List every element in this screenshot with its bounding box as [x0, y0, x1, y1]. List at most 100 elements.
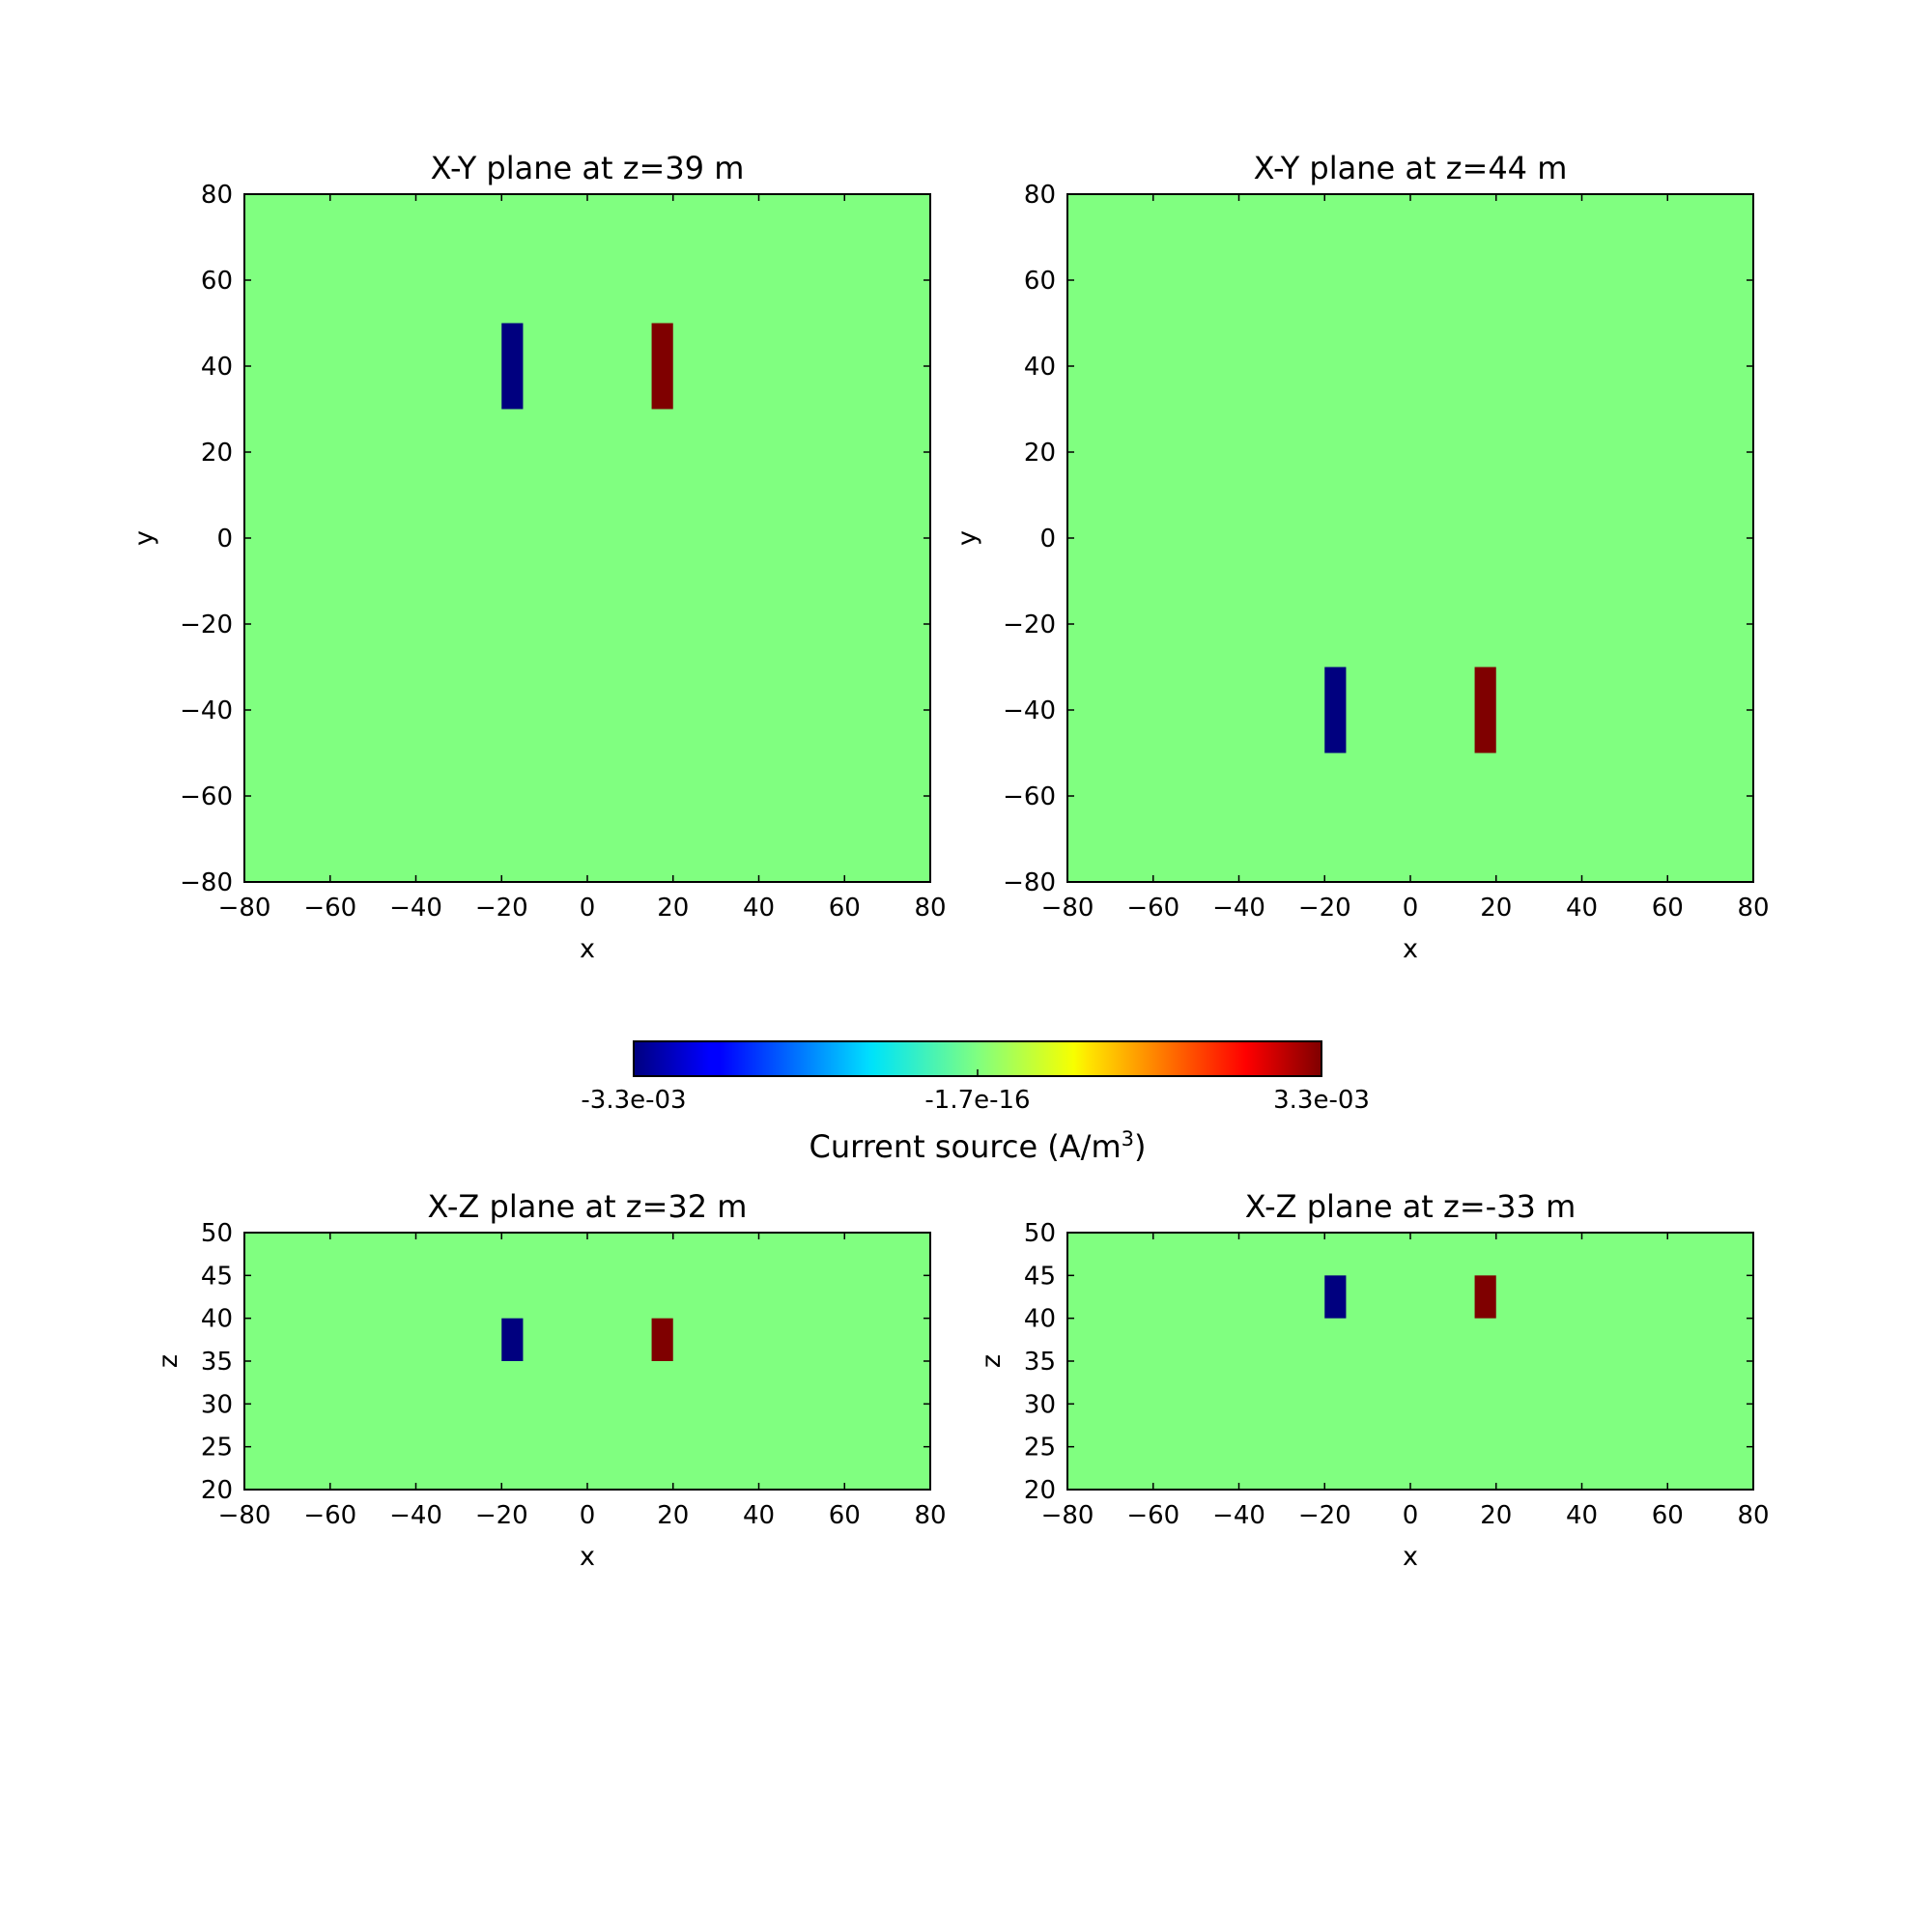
y-tick-label: 20	[201, 439, 233, 468]
x-tick-label: −60	[1126, 1501, 1179, 1530]
y-axis-label: z	[154, 1354, 184, 1368]
x-tick-label: −60	[303, 1501, 356, 1530]
y-tick-label: 45	[201, 1262, 233, 1291]
y-tick-label: 30	[1024, 1390, 1056, 1419]
x-tick-label: −80	[1041, 894, 1094, 923]
x-tick-label: 60	[1652, 1501, 1684, 1530]
x-tick-label: −60	[1126, 894, 1179, 923]
x-tick-label: −20	[475, 894, 528, 923]
y-tick-label: 80	[201, 181, 233, 210]
heatmap-panel: −80 −60 −40 −20 0 20 40 60 80 −80 −60 −40 −20 0 20 40 60…	[952, 150, 1770, 964]
colorbar-tick-label: -3.3e-03	[581, 1086, 686, 1115]
panel-title: X-Z plane at z=-33 m	[1245, 1188, 1576, 1225]
heatmap-panel: −80 −60 −40 −20 0 20 40 60 80 20 25 30 35 40 45 50 X-Z p…	[977, 1188, 1770, 1572]
colorbar: -3.3e-03 -1.7e-16 3.3e-03 Current source…	[581, 1040, 1370, 1165]
y-tick-label: 40	[1024, 1305, 1056, 1334]
x-tick-label: 20	[657, 1501, 689, 1530]
y-tick-label: 25	[201, 1434, 233, 1463]
heatmap-background	[1067, 1233, 1753, 1490]
heatmap-background	[244, 194, 930, 882]
x-tick-label: 80	[1737, 894, 1769, 923]
y-tick-label: −80	[1003, 868, 1056, 897]
x-tick-label: −40	[1212, 1501, 1265, 1530]
positive-source-block	[651, 323, 673, 410]
x-tick-label: 80	[914, 894, 946, 923]
y-tick-label: 35	[201, 1348, 233, 1377]
y-tick-label: 25	[1024, 1434, 1056, 1463]
y-tick-label: 45	[1024, 1262, 1056, 1291]
y-tick-label: 20	[1024, 1476, 1056, 1505]
y-tick-label: 50	[1024, 1219, 1056, 1248]
y-tick-label: 30	[201, 1390, 233, 1419]
x-tick-label: −40	[1212, 894, 1265, 923]
y-tick-label: 40	[1024, 353, 1056, 382]
positive-source-block	[651, 1318, 673, 1361]
y-tick-label: 0	[216, 525, 233, 554]
x-tick-label: −40	[389, 894, 442, 923]
y-tick-label: −40	[1003, 696, 1056, 725]
x-tick-label: 40	[743, 1501, 775, 1530]
x-tick-label: −80	[1041, 1501, 1094, 1530]
x-tick-label: 60	[829, 1501, 861, 1530]
y-tick-label: 50	[201, 1219, 233, 1248]
x-tick-label: 20	[1480, 894, 1512, 923]
heatmap-background	[244, 1233, 930, 1490]
x-tick-label: −60	[303, 894, 356, 923]
panel-title: X-Y plane at z=39 m	[431, 150, 745, 186]
x-tick-label: −80	[218, 894, 271, 923]
panel-title: X-Z plane at z=32 m	[428, 1188, 748, 1225]
y-tick-label: 40	[201, 1305, 233, 1334]
x-tick-label: 0	[580, 1501, 596, 1530]
y-tick-label: 60	[1024, 267, 1056, 296]
x-tick-label: 0	[580, 894, 596, 923]
x-tick-label: 60	[1652, 894, 1684, 923]
negative-source-block	[1324, 1275, 1347, 1319]
heatmap-panel: −80 −60 −40 −20 0 20 40 60 80 20 25 30 35 40 45 50 X-Z p…	[154, 1188, 947, 1572]
y-tick-label: −20	[1003, 611, 1056, 639]
y-axis-label: y	[129, 530, 159, 546]
heatmap-panel: −80 −60 −40 −20 0 20 40 60 80 −80 −60 −40 −20 0 20 40 60…	[129, 150, 947, 964]
panel-title: X-Y plane at z=44 m	[1254, 150, 1568, 186]
x-tick-label: 20	[657, 894, 689, 923]
x-tick-label: 40	[743, 894, 775, 923]
y-tick-label: 60	[201, 267, 233, 296]
y-tick-label: 20	[201, 1476, 233, 1505]
negative-source-block	[501, 1318, 524, 1361]
panels: −80 −60 −40 −20 0 20 40 60 80 −80 −60 −40 −20 0 20 40 60…	[129, 150, 1770, 1572]
colorbar-label-suffix: )	[1134, 1128, 1146, 1165]
positive-source-block	[1474, 1275, 1496, 1319]
x-tick-label: 80	[1737, 1501, 1769, 1530]
x-tick-label: 20	[1480, 1501, 1512, 1530]
colorbar-label-text: Current source (A/m	[810, 1128, 1122, 1165]
colorbar-label-superscript: 3	[1122, 1127, 1134, 1151]
y-tick-label: −20	[180, 611, 233, 639]
x-tick-label: 60	[829, 894, 861, 923]
y-tick-label: 35	[1024, 1348, 1056, 1377]
negative-source-block	[501, 323, 524, 410]
x-axis-label: x	[1403, 1542, 1418, 1572]
y-tick-label: 20	[1024, 439, 1056, 468]
colorbar-tick-label: -1.7e-16	[924, 1086, 1030, 1115]
x-tick-label: −20	[1298, 894, 1351, 923]
colorbar-tick-label: 3.3e-03	[1273, 1086, 1370, 1115]
x-tick-label: −80	[218, 1501, 271, 1530]
negative-source-block	[1324, 667, 1347, 753]
y-tick-label: −60	[180, 782, 233, 811]
y-tick-label: 80	[1024, 181, 1056, 210]
x-axis-label: x	[580, 934, 595, 964]
x-tick-label: −20	[1298, 1501, 1351, 1530]
x-tick-label: 40	[1566, 894, 1598, 923]
y-tick-label: 0	[1039, 525, 1056, 554]
y-tick-label: −80	[180, 868, 233, 897]
x-tick-label: 0	[1403, 1501, 1419, 1530]
y-axis-label: z	[977, 1354, 1007, 1368]
x-tick-label: 80	[914, 1501, 946, 1530]
positive-source-block	[1474, 667, 1496, 753]
x-tick-label: 0	[1403, 894, 1419, 923]
y-tick-label: 40	[201, 353, 233, 382]
x-tick-label: −40	[389, 1501, 442, 1530]
y-tick-label: −60	[1003, 782, 1056, 811]
x-axis-label: x	[580, 1542, 595, 1572]
x-tick-label: −20	[475, 1501, 528, 1530]
